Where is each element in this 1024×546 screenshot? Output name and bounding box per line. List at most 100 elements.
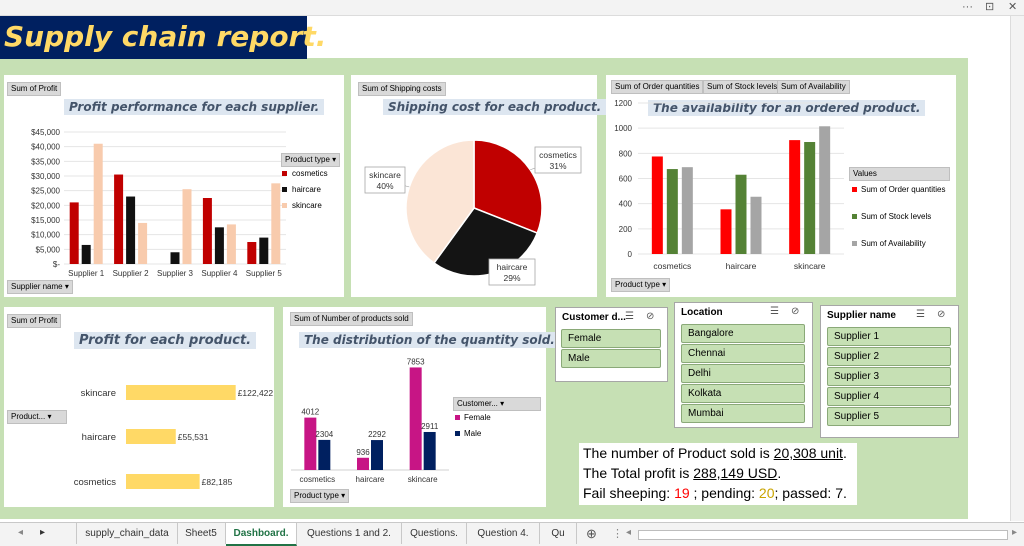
bar-supplier-3-skincare[interactable] <box>182 189 192 264</box>
bar-haircare-male[interactable] <box>371 440 383 470</box>
axis-product-type-filter[interactable]: Product type ▾ <box>290 489 350 503</box>
restore-window-icon[interactable]: ⊡ <box>985 1 995 13</box>
axis-supplier-name-filter[interactable]: Supplier name ▾ <box>7 280 73 294</box>
slicer-item-chennai[interactable]: Chennai <box>681 344 805 363</box>
pie-slice-skincare[interactable] <box>405 139 475 265</box>
clear-filter-icon[interactable]: ⊘ <box>791 306 800 317</box>
slicer-item-supplier-3[interactable]: Supplier 3 <box>827 367 951 386</box>
profit-product-chart-panel[interactable]: Sum of Profit Profit for each product. s… <box>4 307 274 507</box>
next-sheet-icon[interactable]: ▸ <box>40 527 46 538</box>
bar-supplier-5-haircare[interactable] <box>259 237 269 264</box>
bar-cosmetics-sum-of-stock-levels[interactable] <box>666 169 678 254</box>
bar-cosmetics-male[interactable] <box>318 439 331 470</box>
legend-customer-filter[interactable]: Customer... ▾ <box>453 397 541 411</box>
bar-skincare[interactable] <box>126 385 236 400</box>
tab-questions[interactable]: Questions. <box>402 523 467 544</box>
slicer-item-delhi[interactable]: Delhi <box>681 364 805 383</box>
bar-supplier-2-haircare[interactable] <box>126 196 136 264</box>
tab-dashboard[interactable]: Dashboard. <box>226 523 297 546</box>
slicer-item-supplier-2[interactable]: Supplier 2 <box>827 347 951 366</box>
bar-cosmetics-sum-of-order-quantities[interactable] <box>651 156 663 254</box>
tab-question-4[interactable]: Question 4. <box>467 523 540 544</box>
bar-supplier-4-cosmetics[interactable] <box>202 198 212 264</box>
field-tag-sum-of-profit[interactable]: Sum of Profit <box>7 82 62 96</box>
y-tick-label: $15,000 <box>31 216 60 225</box>
tab-supply-chain-data[interactable]: supply_chain_data <box>76 523 178 544</box>
scroll-left-icon[interactable]: ◂ <box>626 527 632 538</box>
vertical-scrollbar[interactable] <box>1010 16 1024 521</box>
bar-cosmetics-female[interactable] <box>304 417 317 470</box>
tab-questions-1-and-2[interactable]: Questions 1 and 2. <box>297 523 402 544</box>
profit-supplier-chart-panel[interactable]: Sum of Profit Profit performance for eac… <box>4 75 344 297</box>
bar-skincare-female[interactable] <box>409 367 422 470</box>
legend-product-type-filter[interactable]: Product type ▾ <box>281 153 341 167</box>
bar-supplier-3-haircare[interactable] <box>170 252 180 264</box>
profit-supplier-chart: $- $5,000 $10,000 $15,000 $20,000 $25,000 $30,… <box>31 128 286 278</box>
legend-item-stock-levels: Sum of Stock levels <box>852 212 931 221</box>
axis-product-filter[interactable]: Product... ▾ <box>7 410 67 424</box>
slicer-item-bangalore[interactable]: Bangalore <box>681 324 805 343</box>
bar-supplier-1-skincare[interactable] <box>93 143 103 264</box>
field-tag-stock-levels[interactable]: Sum of Stock levels <box>703 80 782 94</box>
bar-cosmetics-sum-of-availability[interactable] <box>681 167 693 254</box>
shipping-chart-panel[interactable]: Sum of Shipping costs Shipping cost for … <box>351 75 607 297</box>
chart-title: The distribution of the quantity sold. <box>299 332 560 348</box>
bar-haircare[interactable] <box>126 429 176 444</box>
more-options-icon[interactable]: ··· <box>962 1 973 13</box>
multi-select-icon[interactable]: ☰ <box>625 311 634 322</box>
customer-slicer[interactable]: Customer d... ☰ ⊘ Female Male <box>555 307 668 382</box>
bar-haircare-female[interactable] <box>357 457 369 470</box>
slicer-item-supplier-5[interactable]: Supplier 5 <box>827 407 951 426</box>
clear-filter-icon[interactable]: ⊘ <box>646 311 655 322</box>
tab-sheet5[interactable]: Sheet5 <box>177 523 226 544</box>
y-tick-label: $25,000 <box>31 187 60 196</box>
scroll-right-icon[interactable]: ▸ <box>1012 527 1018 538</box>
field-tag-availability[interactable]: Sum of Availability <box>777 80 850 94</box>
bar-haircare-sum-of-stock-levels[interactable] <box>735 174 747 254</box>
slicer-item-female[interactable]: Female <box>561 329 661 348</box>
bar-supplier-1-cosmetics[interactable] <box>69 202 79 264</box>
multi-select-icon[interactable]: ☰ <box>770 306 779 317</box>
slicer-item-supplier-1[interactable]: Supplier 1 <box>827 327 951 346</box>
prev-sheet-icon[interactable]: ◂ <box>18 527 24 538</box>
tab-qu-truncated[interactable]: Qu <box>540 523 577 544</box>
bar-supplier-4-haircare[interactable] <box>214 227 224 264</box>
add-sheet-icon[interactable]: ⊕ <box>586 526 597 541</box>
slicer-item-kolkata[interactable]: Kolkata <box>681 384 805 403</box>
multi-select-icon[interactable]: ☰ <box>916 309 925 320</box>
field-tag-number-products-sold[interactable]: Sum of Number of products sold <box>290 312 413 326</box>
bar-skincare-sum-of-order-quantities[interactable] <box>789 140 801 254</box>
bar-haircare-sum-of-availability[interactable] <box>750 196 762 254</box>
tab-split-handle-icon[interactable]: ⋮ <box>612 528 623 540</box>
bar-supplier-1-haircare[interactable] <box>81 244 91 264</box>
slicer-item-mumbai[interactable]: Mumbai <box>681 404 805 423</box>
close-window-icon[interactable]: ✕ <box>1008 1 1018 13</box>
pie-slice-cosmetics[interactable] <box>473 139 543 235</box>
supplier-slicer[interactable]: Supplier name ☰ ⊘ Supplier 1 Supplier 2 … <box>820 305 959 438</box>
axis-product-type-filter[interactable]: Product type ▾ <box>611 278 671 292</box>
bar-supplier-2-cosmetics[interactable] <box>114 174 124 264</box>
bar-supplier-4-skincare[interactable] <box>226 224 236 264</box>
slicer-item-supplier-4[interactable]: Supplier 4 <box>827 387 951 406</box>
clear-filter-icon[interactable]: ⊘ <box>937 309 946 320</box>
bar-supplier-2-skincare[interactable] <box>138 222 148 264</box>
bar-haircare-sum-of-order-quantities[interactable] <box>720 209 732 254</box>
bar-skincare-sum-of-availability[interactable] <box>819 126 831 254</box>
bar-skincare-male[interactable] <box>423 431 436 470</box>
bar-cosmetics[interactable] <box>126 474 200 489</box>
x-tick-label: Supplier 4 <box>201 269 238 278</box>
slicer-item-male[interactable]: Male <box>561 349 661 368</box>
quantity-sold-chart-panel[interactable]: Sum of Number of products sold The distr… <box>283 307 560 507</box>
bar-supplier-5-cosmetics[interactable] <box>247 242 257 264</box>
field-tag-sum-of-profit[interactable]: Sum of Profit <box>7 314 62 328</box>
horizontal-scrollbar[interactable] <box>638 530 1008 540</box>
location-slicer[interactable]: Location ☰ ⊘ Bangalore Chennai Delhi Kol… <box>674 302 813 428</box>
field-tag-order-quantities[interactable]: Sum of Order quantities <box>611 80 704 94</box>
availability-chart-panel[interactable]: Sum of Order quantities Sum of Stock lev… <box>606 75 956 297</box>
field-tag-sum-of-shipping-costs[interactable]: Sum of Shipping costs <box>358 82 446 96</box>
data-label: 4012 <box>301 408 319 417</box>
slice-percent-skincare: 40% <box>376 181 393 191</box>
bar-skincare-sum-of-stock-levels[interactable] <box>804 142 816 254</box>
data-label-cosmetics: £82,185 <box>202 477 233 487</box>
bar-supplier-5-skincare[interactable] <box>271 183 281 264</box>
